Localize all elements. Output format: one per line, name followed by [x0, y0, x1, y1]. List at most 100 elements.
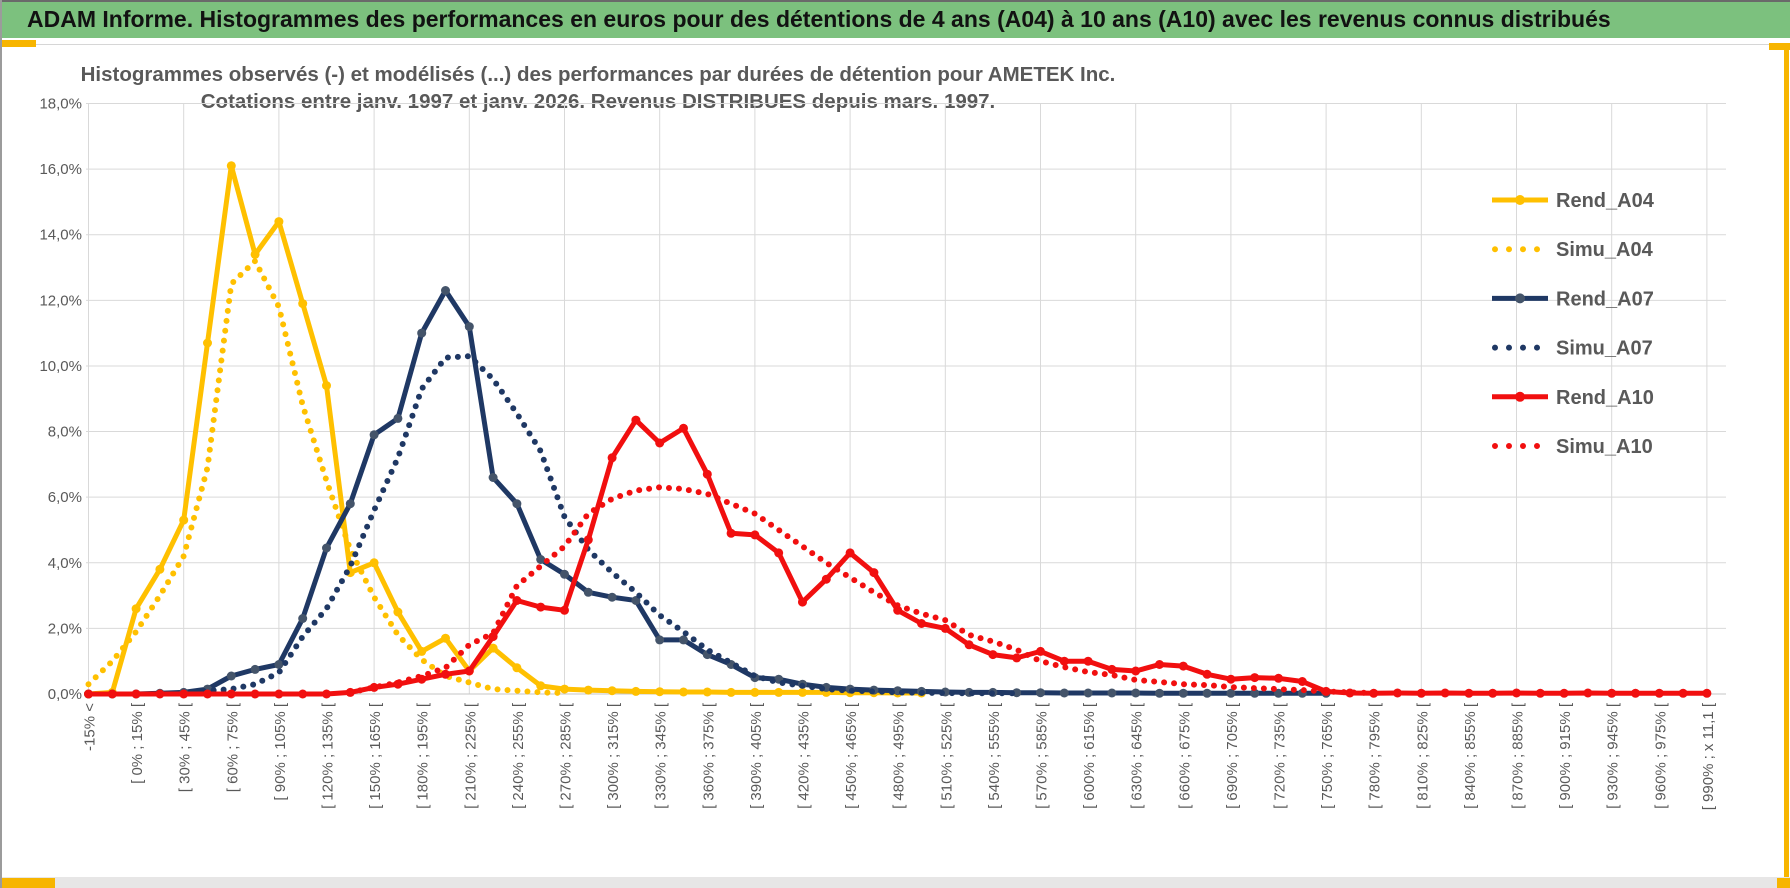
series-marker-Rend_A10	[1440, 688, 1450, 698]
series-Simu_A10[interactable]	[347, 484, 1377, 696]
x-tick-label: [ 870% ; 885% [	[1510, 702, 1527, 809]
series-marker-Rend_A10	[1393, 688, 1402, 698]
y-tick-label: 12,0%	[39, 292, 82, 309]
y-tick-label: 18,0%	[39, 95, 82, 112]
x-tick-label: [ 510% ; 525% [	[938, 702, 955, 809]
series-marker-Rend_A10	[107, 689, 117, 699]
series-marker-Rend_A07	[1274, 688, 1283, 698]
series-marker-Rend_A04	[774, 687, 784, 697]
gridlines	[86, 102, 1726, 695]
x-tick-label: [ 960% ; 975% [	[1652, 702, 1669, 809]
series-marker-Rend_A07	[1155, 688, 1164, 698]
selection-handle-bottom-left[interactable]	[0, 878, 55, 888]
x-tick-label: [ 450% ; 465% [	[843, 702, 860, 809]
x-tick-label: [ 990% ; x 11,1 [	[1700, 702, 1717, 810]
series-marker-Rend_A10	[1036, 646, 1045, 656]
selection-handle-top-left[interactable]	[0, 40, 36, 47]
series-marker-Rend_A10	[203, 689, 212, 699]
series-marker-Rend_A07	[560, 569, 569, 579]
series-marker-Rend_A04	[179, 515, 189, 525]
series-line-Simu_A04	[85, 258, 568, 696]
series-marker-Rend_A10	[631, 415, 641, 425]
legend-label: Simu_A10	[1556, 436, 1653, 458]
series-marker-Rend_A10	[131, 689, 141, 699]
series-marker-Rend_A04	[560, 684, 569, 694]
series-marker-Rend_A07	[417, 328, 427, 338]
legend-item-Rend_A10[interactable]: Rend_A10	[1492, 387, 1654, 409]
series-marker-Rend_A10	[322, 689, 331, 699]
x-tick-label: [ 210% ; 225% [	[462, 702, 479, 809]
legend-item-Simu_A07[interactable]: Simu_A07	[1492, 338, 1653, 360]
legend[interactable]: Rend_A04 Simu_A04 Rend_A07 Simu_A07 Rend_A10…	[1492, 190, 1655, 458]
series-marker-Rend_A10	[512, 596, 522, 605]
series-marker-Rend_A10	[1250, 673, 1260, 683]
series-marker-Rend_A07	[322, 543, 331, 553]
y-tick-label: 16,0%	[39, 161, 82, 178]
y-tick-label: 8,0%	[48, 424, 82, 441]
series-marker-Rend_A10	[1297, 677, 1307, 686]
legend-item-Simu_A04[interactable]: Simu_A04	[1492, 239, 1654, 261]
series-marker-Rend_A10	[1202, 669, 1212, 679]
series-marker-Rend_A07	[464, 322, 474, 332]
series-marker-Rend_A04	[583, 685, 593, 695]
series-marker-Rend_A10	[1083, 656, 1093, 666]
series-marker-Rend_A04	[607, 686, 617, 696]
series-marker-Rend_A07	[369, 430, 379, 440]
series-marker-Rend_A10	[988, 650, 998, 660]
series-marker-Rend_A10	[893, 605, 903, 615]
series-marker-Rend_A07	[1226, 688, 1236, 698]
x-tick-label: [ 780% ; 795% [	[1367, 702, 1384, 809]
series-marker-Rend_A04	[679, 687, 688, 697]
series-marker-Rend_A04	[655, 687, 665, 697]
legend-item-Rend_A07[interactable]: Rend_A07	[1492, 288, 1654, 310]
series-line-Rend_A10	[88, 417, 1707, 697]
x-tick-label: [ 540% ; 555% [	[986, 702, 1003, 809]
series-marker-Rend_A04	[536, 681, 546, 691]
series-marker-Rend_A10	[679, 423, 688, 433]
selection-handle-bottom-right[interactable]	[1777, 878, 1790, 888]
series-Rend_A10[interactable]	[84, 415, 1712, 699]
series-marker-Rend_A07	[441, 286, 450, 295]
legend-label: Simu_A07	[1556, 338, 1653, 360]
series-marker-Rend_A10	[1155, 660, 1164, 669]
series-marker-Rend_A10	[1464, 688, 1474, 698]
series-line-Simu_A10	[347, 484, 1377, 696]
legend-item-Simu_A10[interactable]: Simu_A10	[1492, 436, 1653, 458]
series-marker-Rend_A10	[1107, 664, 1117, 674]
series-marker-Rend_A10	[1512, 688, 1521, 698]
x-tick-label: [ 840% ; 855% [	[1462, 702, 1479, 809]
series-marker-Rend_A04	[274, 217, 284, 227]
x-tick-label: [ 270% ; 285% [	[558, 702, 575, 809]
series-marker-Rend_A07	[1178, 688, 1188, 698]
series-marker-Rend_A04	[226, 161, 236, 171]
series-marker-Rend_A07	[488, 473, 498, 482]
x-tick-label: [ 0% ; 15% [	[129, 702, 146, 784]
x-axis: -15% < [ 0% ; 15% [[ 30% ; 45% [[ 60% ; 7…	[82, 702, 1717, 810]
series-marker-Rend_A04	[726, 687, 736, 697]
selection-border-right[interactable]	[1784, 50, 1789, 877]
series-marker-Rend_A07	[583, 587, 593, 597]
x-tick-label: [ 570% ; 585% [	[1034, 702, 1051, 809]
series-marker-Rend_A10	[84, 689, 93, 699]
legend-label: Simu_A04	[1556, 239, 1654, 261]
series-marker-Rend_A10	[869, 568, 879, 578]
series-marker-Rend_A04	[155, 564, 165, 574]
chart-svg[interactable]: Histogrammes observés (-) et modélisés (…	[0, 46, 1790, 888]
series-Rend_A04[interactable]	[84, 161, 926, 699]
selection-handle-top-right[interactable]	[1769, 43, 1790, 50]
x-tick-label: [ 630% ; 645% [	[1129, 702, 1146, 809]
series-marker-Rend_A07	[1083, 688, 1093, 698]
series-Simu_A07[interactable]	[180, 353, 1020, 697]
series-group[interactable]	[84, 161, 1712, 699]
series-Simu_A04[interactable]	[85, 258, 568, 696]
series-marker-Rend_A04	[702, 687, 712, 697]
legend-item-Rend_A04[interactable]: Rend_A04	[1492, 190, 1655, 212]
bottom-scroll-strip[interactable]	[0, 877, 1790, 888]
series-marker-Rend_A10	[441, 669, 450, 679]
series-marker-Rend_A10	[1059, 656, 1069, 666]
x-tick-label: [ 240% ; 255% [	[510, 702, 527, 809]
x-tick-label: [ 660% ; 675% [	[1176, 702, 1193, 809]
x-tick-label: [ 60% ; 75% [	[224, 702, 241, 792]
y-tick-label: 4,0%	[48, 555, 82, 572]
series-marker-Rend_A04	[393, 607, 403, 617]
